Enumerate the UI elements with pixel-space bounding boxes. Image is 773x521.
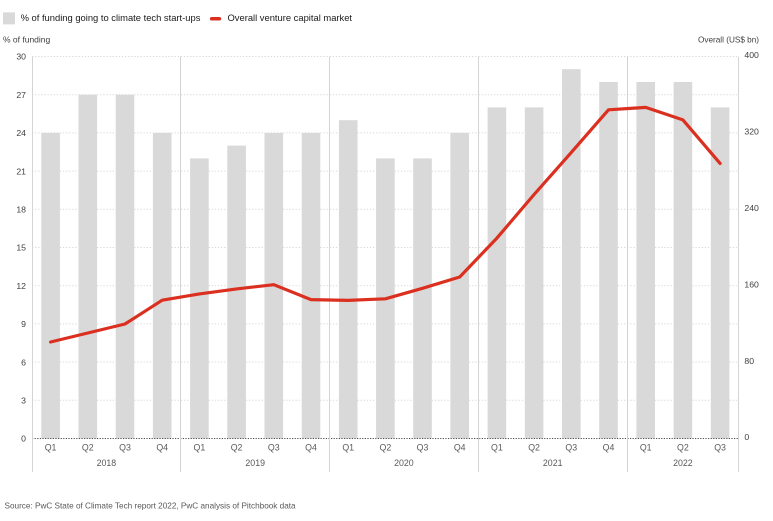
svg-text:3: 3 xyxy=(21,396,26,406)
svg-text:Q3: Q3 xyxy=(417,443,429,453)
svg-text:15: 15 xyxy=(16,243,26,253)
svg-text:240: 240 xyxy=(744,203,759,213)
svg-text:18: 18 xyxy=(16,205,26,215)
svg-text:80: 80 xyxy=(744,356,754,366)
svg-text:21: 21 xyxy=(16,166,26,176)
svg-text:Q1: Q1 xyxy=(342,443,354,453)
svg-text:2018: 2018 xyxy=(97,458,117,468)
svg-text:Q2: Q2 xyxy=(231,443,243,453)
svg-text:Overall (US$ bn): Overall (US$ bn) xyxy=(698,36,759,45)
svg-text:6: 6 xyxy=(21,357,26,367)
svg-text:160: 160 xyxy=(744,279,759,289)
svg-text:Q3: Q3 xyxy=(268,443,280,453)
svg-text:Q4: Q4 xyxy=(156,443,168,453)
svg-text:2021: 2021 xyxy=(543,458,563,468)
svg-text:12: 12 xyxy=(16,281,26,291)
svg-text:Q1: Q1 xyxy=(491,443,503,453)
svg-text:Source: PwC State of Climate T: Source: PwC State of Climate Tech report… xyxy=(5,501,297,510)
svg-text:% of funding: % of funding xyxy=(3,35,51,45)
svg-text:24: 24 xyxy=(16,128,26,138)
svg-text:Q4: Q4 xyxy=(305,443,317,453)
svg-text:Q2: Q2 xyxy=(677,443,689,453)
svg-text:320: 320 xyxy=(744,127,759,137)
svg-text:Q3: Q3 xyxy=(565,443,577,453)
svg-text:400: 400 xyxy=(744,50,759,60)
svg-text:Q3: Q3 xyxy=(714,443,726,453)
svg-text:% of funding going to climate: % of funding going to climate tech start… xyxy=(21,12,201,23)
svg-text:Overall venture capital market: Overall venture capital market xyxy=(228,12,353,23)
svg-text:Q1: Q1 xyxy=(194,443,206,453)
svg-text:9: 9 xyxy=(21,319,26,329)
svg-text:0: 0 xyxy=(21,434,26,444)
svg-text:30: 30 xyxy=(16,52,26,62)
svg-text:Q2: Q2 xyxy=(380,443,392,453)
svg-text:Q3: Q3 xyxy=(119,443,131,453)
svg-text:2020: 2020 xyxy=(394,458,414,468)
svg-text:Q2: Q2 xyxy=(528,443,540,453)
svg-text:27: 27 xyxy=(16,90,26,100)
svg-text:Q1: Q1 xyxy=(45,443,57,453)
svg-text:Q4: Q4 xyxy=(454,443,466,453)
svg-text:0: 0 xyxy=(744,432,749,442)
svg-text:Q2: Q2 xyxy=(82,443,94,453)
svg-text:Q4: Q4 xyxy=(603,443,615,453)
svg-text:2019: 2019 xyxy=(245,458,265,468)
svg-text:2022: 2022 xyxy=(673,458,693,468)
svg-text:Q1: Q1 xyxy=(640,443,652,453)
